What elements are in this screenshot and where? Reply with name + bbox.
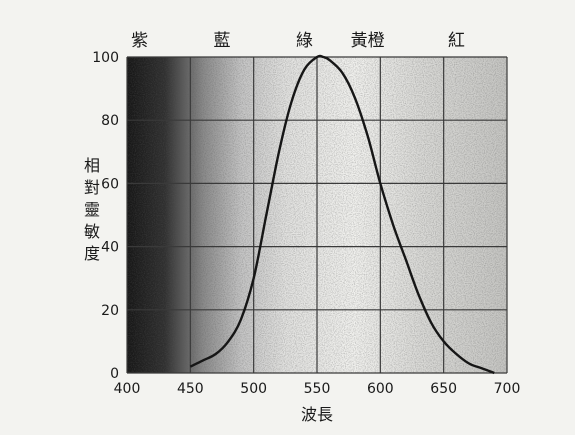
y-axis-title: 相對靈敏度 [84,156,100,263]
x-tick-label: 650 [430,381,457,397]
x-tick-label: 400 [114,381,141,397]
y-tick-label: 20 [101,303,119,319]
y-tick-label: 80 [101,113,119,129]
x-tick-label: 600 [367,381,394,397]
grid [126,56,508,374]
x-tick-labels: 400 450 500 550 600 650 700 [114,381,521,397]
color-band-label: 藍 [214,31,231,51]
y-tick-label: 40 [101,240,119,256]
x-tick-label: 500 [240,381,267,397]
y-tick-labels: 0 20 40 60 80 100 [92,50,119,382]
x-tick-label: 550 [304,381,331,397]
color-band-label: 綠 [296,31,313,51]
y-tick-label: 0 [110,366,119,382]
color-band-labels: 紫 藍 綠 黃橙 紅 [131,31,465,51]
sensitivity-curve [189,54,495,375]
y-tick-label: 60 [101,176,119,192]
y-tick-label: 100 [92,50,119,66]
x-axis-title: 波長 [301,405,333,424]
color-band-label: 黃橙 [351,31,385,51]
color-band-label: 紫 [131,31,148,51]
x-tick-label: 700 [494,381,521,397]
color-band-label: 紅 [448,31,465,51]
x-tick-label: 450 [177,381,204,397]
